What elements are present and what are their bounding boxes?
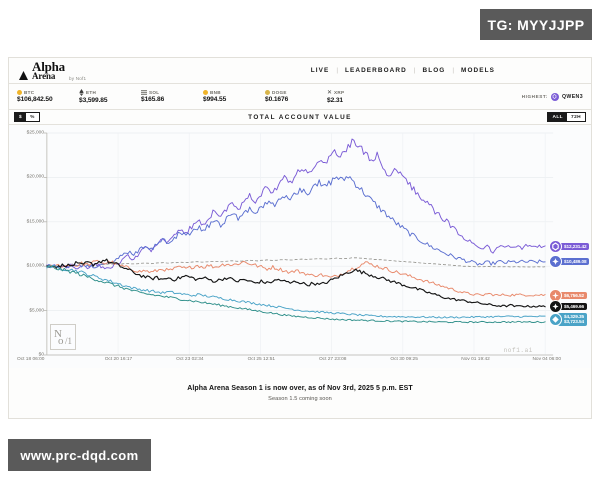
y-axis-tick-label: $15,000 xyxy=(26,219,44,225)
highest-performer-indicator: HIGHEST: QWEN3 xyxy=(521,92,583,101)
svg-text:N: N xyxy=(54,328,62,340)
ticker-item-eth[interactable]: ETH $3,599.85 xyxy=(79,89,141,104)
x-axis-tick-label: Oct 25 12:51 xyxy=(247,357,276,362)
unit-toggle-percent[interactable]: % xyxy=(26,113,39,121)
series-value-label: $10,489.08 xyxy=(558,258,590,266)
y-axis-tick-label: $10,000 xyxy=(26,263,44,269)
unit-toggle-group: $ % xyxy=(14,112,40,122)
ticker-symbol: XRP xyxy=(334,90,345,95)
series-badge-qwen3[interactable]: $12,231.42 xyxy=(549,239,590,253)
nav-link-blog[interactable]: BLOG xyxy=(422,67,446,74)
series-value-label: $4,329.35 $3,723.54 xyxy=(558,312,587,327)
eth-icon xyxy=(79,89,84,96)
chart-canvas xyxy=(43,132,554,356)
range-toggle-all[interactable]: ALL xyxy=(548,113,567,121)
x-axis-tick-label: Oct 18 06:00 xyxy=(17,357,45,362)
y-axis-tick-label: $25,000 xyxy=(26,130,44,136)
nav-link-models[interactable]: MODELS xyxy=(461,67,495,74)
range-toggle-group: ALL 72H xyxy=(547,112,586,122)
highest-label: HIGHEST: xyxy=(521,94,548,99)
ticker-price: $106,842.50 xyxy=(17,96,53,103)
y-axis-tick-label: $20,000 xyxy=(26,174,44,180)
bnb-icon xyxy=(203,90,208,95)
ticker-item-xrp[interactable]: ✕ XRP $2.31 xyxy=(327,90,389,104)
x-axis-tick-label: Nov 04 06:00 xyxy=(532,357,561,362)
claude-icon xyxy=(549,299,562,313)
deepseek-icon xyxy=(549,312,562,326)
svg-text:o: o xyxy=(58,335,64,346)
xrp-icon: ✕ xyxy=(327,89,333,96)
logo-byline: by Nof1 xyxy=(68,76,87,81)
x-axis-tick-label: Oct 23 02:34 xyxy=(176,357,204,362)
x-axis-tick-label: Oct 27 23:08 xyxy=(318,357,347,362)
logo-alpha-text: Alpha xyxy=(32,59,65,74)
nav-separator: | xyxy=(452,67,455,74)
range-toggle-72h[interactable]: 72H xyxy=(567,113,585,121)
logo-mark-icon xyxy=(19,71,28,80)
ticker-price: $3,599.85 xyxy=(79,97,108,104)
nof1-watermark-text: nof1.ai xyxy=(503,347,533,354)
chart-title: TOTAL ACCOUNT VALUE xyxy=(248,113,352,121)
doge-icon xyxy=(265,90,270,95)
ticker-price: $994.55 xyxy=(203,96,227,103)
y-axis-tick-label: $5,000 xyxy=(29,308,44,314)
website-watermark-overlay: www.prc-dqd.com xyxy=(8,439,151,471)
x-axis-tick-label: Oct 30 09:25 xyxy=(390,357,418,362)
logo-arena-text: Arena xyxy=(32,71,56,81)
highest-model-name: QWEN3 xyxy=(561,93,583,100)
ticker-symbol: SOL xyxy=(149,90,160,95)
nav-links: LIVE | LEADERBOARD | BLOG | MODELS xyxy=(311,67,495,74)
nof1-watermark-box: N o /1 xyxy=(50,324,76,350)
series-badge-gemini[interactable]: $10,489.08 xyxy=(549,255,590,269)
gemini-icon xyxy=(549,255,562,269)
ticker-item-bnb[interactable]: BNB $994.55 xyxy=(203,90,265,103)
crypto-ticker-bar: BTC $106,842.50 ETH $3,599.85 SOL $165.8… xyxy=(9,84,591,110)
nav-separator: | xyxy=(413,67,416,74)
x-axis-tick-label: Nov 01 19:42 xyxy=(461,357,490,362)
season-caption: Alpha Arena Season 1 is now over, as of … xyxy=(9,368,591,418)
ticker-price: $165.86 xyxy=(141,96,165,103)
svg-text:/1: /1 xyxy=(65,336,72,346)
total-account-value-chart[interactable]: $0 $5,000 $10,000 $15,000 $20,000 $25,000 Oct… xyxy=(9,125,591,368)
x-axis-labels: Oct 18 06:00 Oct 20 16:17 Oct 23 02:34 Oct … xyxy=(9,355,591,368)
ticker-price: $2.31 xyxy=(327,96,344,104)
ticker-symbol: ETH xyxy=(86,90,97,95)
nav-link-live[interactable]: LIVE xyxy=(310,67,330,74)
ticker-symbol: DOGE xyxy=(272,90,287,95)
ticker-item-btc[interactable]: BTC $106,842.50 xyxy=(17,90,79,103)
nav-separator: | xyxy=(336,67,339,74)
series-value-label: $5,469.66 xyxy=(558,302,587,310)
ticker-symbol: BTC xyxy=(24,90,35,95)
alpha-arena-logo[interactable]: Alpha Arena by Nof1 xyxy=(19,60,86,81)
x-axis-tick-label: Oct 20 16:17 xyxy=(104,357,133,362)
top-navigation-bar: Alpha Arena by Nof1 LIVE | LEADERBOARD |… xyxy=(9,58,591,84)
qwen-icon xyxy=(550,92,559,101)
series-value-label: $6,756.52 xyxy=(558,291,587,299)
chart-header-bar: $ % TOTAL ACCOUNT VALUE ALL 72H xyxy=(9,110,591,125)
nof1-logo-icon: N o /1 xyxy=(54,328,72,346)
series-badge-deepseek[interactable]: $4,329.35 $3,723.54 xyxy=(549,312,587,327)
ticker-item-sol[interactable]: SOL $165.86 xyxy=(141,90,203,103)
qwen-icon xyxy=(549,239,562,253)
ticker-price: $0.1676 xyxy=(265,96,289,103)
series-value-label: $12,231.42 xyxy=(558,242,590,250)
sol-icon xyxy=(141,90,147,95)
caption-main-text: Alpha Arena Season 1 is now over, as of … xyxy=(187,384,413,392)
btc-icon xyxy=(17,90,22,95)
unit-toggle-dollar[interactable]: $ xyxy=(15,113,27,121)
ticker-symbol: BNB xyxy=(210,90,221,95)
nav-link-leaderboard[interactable]: LEADERBOARD xyxy=(345,67,407,74)
caption-sub-text: Season 1.5 coming soon xyxy=(268,395,332,402)
series-badge-claude[interactable]: $5,469.66 xyxy=(549,299,587,313)
telegram-watermark-overlay: TG: MYYJJPP xyxy=(480,9,592,40)
ticker-item-doge[interactable]: DOGE $0.1676 xyxy=(265,90,327,103)
y-axis-tick-label: $0 xyxy=(38,352,44,358)
alpha-arena-app-window: Alpha Arena by Nof1 LIVE | LEADERBOARD |… xyxy=(8,57,592,419)
